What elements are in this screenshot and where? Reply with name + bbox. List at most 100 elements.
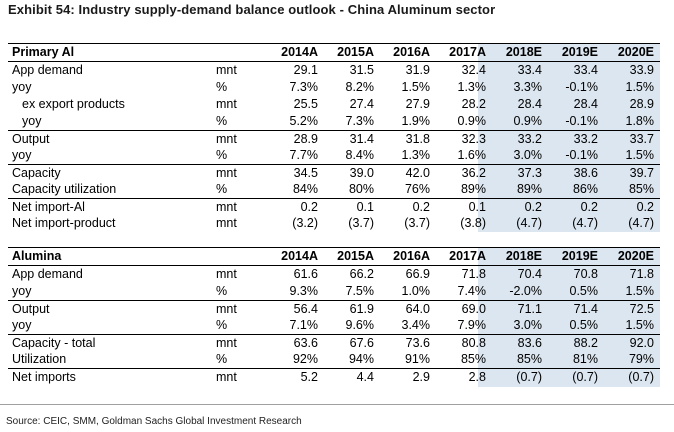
column-header: 2015A (337, 249, 374, 263)
value-cell: 86% (572, 182, 598, 196)
value-cell: 7.3% (345, 114, 375, 128)
value-cell: 61.6 (293, 267, 318, 281)
value-cell: 1.5% (401, 80, 431, 94)
value-cell: 7.7% (289, 148, 319, 162)
row-label: yoy (12, 284, 32, 298)
value-cell: 31.4 (349, 132, 374, 146)
value-cell: 1.5% (625, 148, 655, 162)
value-cell: 69.0 (461, 302, 486, 316)
footer-rule (0, 404, 674, 405)
value-cell: 88.2 (573, 336, 598, 350)
value-cell: 85% (628, 182, 654, 196)
value-cell: 33.4 (517, 63, 542, 77)
forecast-shade-alumina (478, 247, 660, 387)
value-cell: 38.6 (573, 166, 598, 180)
value-cell: 0.9% (457, 114, 487, 128)
column-header: 2015A (337, 45, 374, 59)
value-cell: 1.6% (457, 148, 487, 162)
value-cell: -0.1% (565, 80, 598, 94)
value-cell: 63.6 (293, 336, 318, 350)
value-cell: 81% (572, 352, 598, 366)
value-cell: 28.9 (293, 132, 318, 146)
value-cell: 66.9 (405, 267, 430, 281)
value-cell: 71.4 (573, 302, 598, 316)
row-label: Net import-Al (12, 200, 85, 214)
value-cell: 9.3% (289, 284, 319, 298)
value-cell: 0.2 (412, 200, 430, 214)
row-unit: % (216, 148, 228, 162)
value-cell: 1.5% (625, 80, 655, 94)
value-cell: 32.4 (461, 63, 486, 77)
value-cell: 80.8 (461, 336, 486, 350)
column-header: 2018E (505, 45, 542, 59)
value-cell: 5.2% (289, 114, 319, 128)
value-cell: 92% (292, 352, 318, 366)
row-unit: mnt (216, 216, 237, 230)
value-cell: (4.7) (572, 216, 598, 230)
row-label: yoy (22, 114, 42, 128)
value-cell: 92.0 (629, 336, 654, 350)
column-header: 2016A (393, 249, 430, 263)
value-cell: 1.5% (625, 318, 655, 332)
value-cell: 7.3% (289, 80, 319, 94)
column-header: 2018E (505, 249, 542, 263)
value-cell: 8.4% (345, 148, 375, 162)
table-row: yoy% 7.1% 9.6% 3.4% 7.9% 3.0% 0.5% 1.5% (8, 317, 660, 334)
value-cell: 85% (516, 352, 542, 366)
value-cell: 29.1 (293, 63, 318, 77)
value-cell: 7.1% (289, 318, 319, 332)
table-row: Capacity utilization% 84% 80% 76% 89% 89% 86% 8… (8, 181, 660, 198)
column-header: 2017A (449, 249, 486, 263)
value-cell: 84% (292, 182, 318, 196)
table-row: Output mnt 56.4 61.9 64.0 69.0 71.1 71.4 72.5 (8, 300, 660, 318)
row-label: Capacity - total (12, 336, 96, 350)
column-header: 2020E (617, 249, 654, 263)
row-label: yoy (12, 318, 32, 332)
value-cell: 27.9 (405, 97, 430, 111)
column-header: 2014A (281, 249, 318, 263)
value-cell: 0.2 (580, 200, 598, 214)
row-label: Capacity utilization (12, 182, 117, 196)
value-cell: 32.3 (461, 132, 486, 146)
table-row: Utilization% 92% 94% 91% 85% 85% 81% 79% (8, 351, 660, 368)
row-label: yoy (12, 148, 32, 162)
table-row: yoy% 9.3% 7.5% 1.0% 7.4% -2.0% 0.5% 1.5% (8, 283, 660, 300)
value-cell: 39.0 (349, 166, 374, 180)
value-cell: 89% (516, 182, 542, 196)
table-row: Net import-Al mnt 0.2 0.1 0.2 0.1 0.2 0.2 0.2 (8, 198, 660, 216)
row-label: Output (12, 132, 50, 146)
table-row: Net import-product mnt (3.2) (3.7) (3.7) (3.8… (8, 215, 660, 232)
value-cell: 1.3% (457, 80, 487, 94)
value-cell: 4.4 (356, 370, 374, 384)
value-cell: 25.5 (293, 97, 318, 111)
value-cell: 73.6 (405, 336, 430, 350)
value-cell: 71.8 (629, 267, 654, 281)
value-cell: (0.7) (628, 370, 654, 384)
value-cell: 66.2 (349, 267, 374, 281)
table-row: yoy% 7.7% 8.4% 1.3% 1.6% 3.0% -0.1% 1.5% (8, 147, 660, 164)
value-cell: 1.3% (401, 148, 431, 162)
value-cell: 33.4 (573, 63, 598, 77)
value-cell: 64.0 (405, 302, 430, 316)
value-cell: (4.7) (516, 216, 542, 230)
row-label: Net imports (12, 370, 76, 384)
value-cell: 79% (628, 352, 654, 366)
value-cell: 37.3 (517, 166, 542, 180)
row-unit: mnt (216, 97, 237, 111)
column-header: 2014A (281, 45, 318, 59)
value-cell: 5.2 (300, 370, 318, 384)
row-label: App demand (12, 63, 83, 77)
value-cell: 28.4 (573, 97, 598, 111)
table-row: App demand mnt 61.6 66.2 66.9 71.8 70.4 70.8 71.… (8, 266, 660, 283)
value-cell: 71.1 (517, 302, 542, 316)
value-cell: 0.5% (569, 284, 599, 298)
table-top-rule (8, 247, 660, 248)
value-cell: 71.8 (461, 267, 486, 281)
value-cell: 3.3% (513, 80, 543, 94)
value-cell: 0.1 (356, 200, 374, 214)
value-cell: 8.2% (345, 80, 375, 94)
value-cell: 67.6 (349, 336, 374, 350)
table-name: Alumina (12, 249, 62, 263)
table-row: Net imports mnt 5.2 4.4 2.9 2.8 (0.7) (0.7) (0.7… (8, 368, 660, 386)
value-cell: 3.4% (401, 318, 431, 332)
